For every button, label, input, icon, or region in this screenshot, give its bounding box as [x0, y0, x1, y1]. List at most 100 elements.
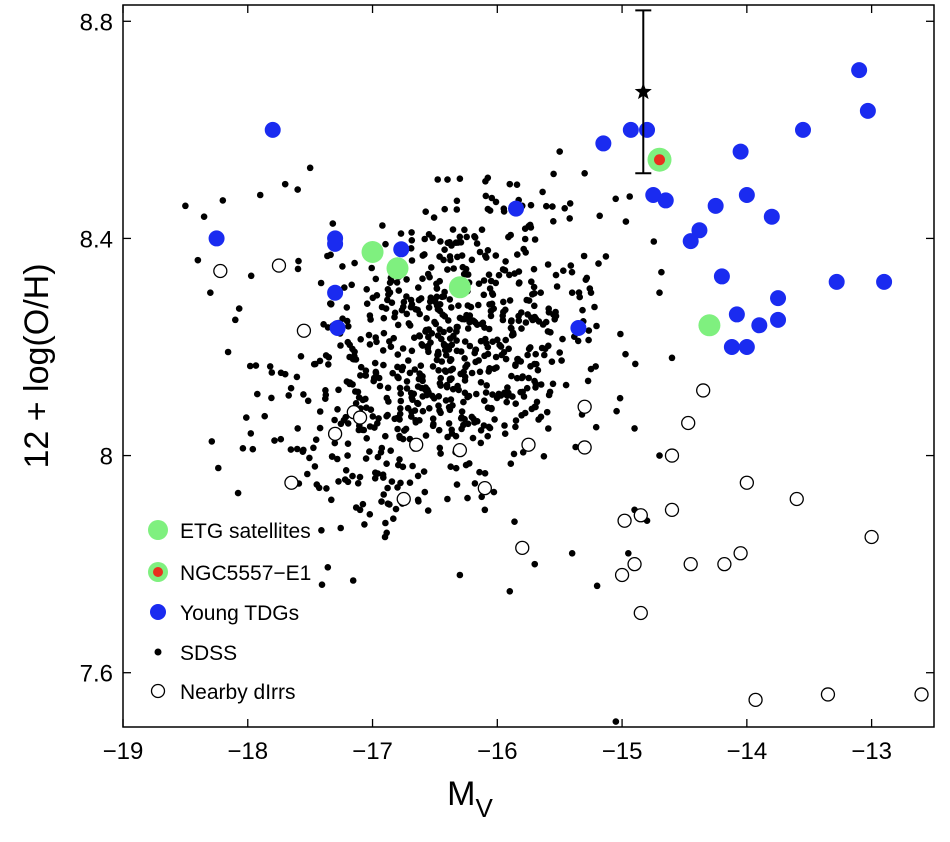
sdss-point — [384, 384, 392, 392]
sdss-point — [513, 374, 521, 382]
sdss-point — [327, 301, 335, 308]
dirr-point — [717, 556, 732, 572]
sdss-point — [552, 271, 560, 279]
sdss-point — [356, 506, 364, 514]
sdss-point — [423, 315, 430, 322]
sdss-point — [371, 475, 379, 482]
dirr-point — [617, 513, 632, 528]
sdss-point — [449, 365, 457, 373]
sdss-point — [318, 527, 325, 534]
sdss-point — [372, 275, 380, 283]
sdss-point — [424, 342, 432, 350]
dirr-point — [748, 692, 763, 708]
axis-ticks: −19 −18 −17 −16 −15 −14 −13 7.6 8 8.4 8.8 — [80, 5, 934, 765]
sdss-point — [475, 301, 482, 309]
sdss-point — [318, 581, 326, 588]
sdss-point — [383, 460, 390, 468]
legend-label-ngc5557: NGC5557−E1 — [180, 562, 311, 585]
sdss-point — [461, 338, 469, 345]
sdss-point — [367, 316, 374, 323]
sdss-point — [372, 368, 380, 376]
sdss-point — [261, 412, 269, 420]
sdss-point — [357, 372, 364, 379]
sdss-point — [455, 386, 463, 394]
sdss-point — [329, 220, 337, 227]
sdss-point — [388, 277, 395, 285]
sdss-point — [384, 484, 391, 492]
errorbar-star-icon — [634, 82, 652, 100]
sdss-point — [490, 488, 498, 496]
sdss-point — [532, 403, 539, 411]
sdss-point — [344, 452, 351, 459]
sdss-point — [560, 267, 567, 275]
sdss-point — [277, 435, 285, 443]
sdss-point — [481, 470, 489, 477]
sdss-point — [502, 306, 509, 314]
sdss-point — [447, 256, 454, 264]
sdss-point — [310, 444, 317, 452]
sdss-point — [562, 381, 570, 389]
sdss-point — [428, 330, 436, 337]
sdss-point — [478, 493, 486, 501]
young-tdg-point — [327, 284, 344, 301]
sdss-point — [449, 226, 457, 233]
young-tdg-point — [828, 273, 845, 290]
sdss-point — [458, 408, 466, 415]
sdss-point — [502, 355, 510, 363]
sdss-point — [239, 445, 247, 452]
sdss-point — [444, 495, 451, 503]
dirr-point — [296, 323, 312, 338]
young-tdg-point — [732, 143, 749, 160]
sdss-point — [656, 452, 663, 459]
sdss-point — [345, 323, 352, 330]
sdss-point — [429, 363, 437, 370]
sdss-point — [391, 313, 398, 321]
sdss-point — [382, 432, 389, 440]
dirr-point — [633, 508, 648, 523]
sdss-point — [531, 290, 538, 297]
sdss-point — [456, 175, 464, 183]
sdss-point — [437, 382, 445, 389]
sdss-point — [515, 268, 523, 275]
young-tdg-point — [770, 290, 787, 307]
sdss-point — [506, 297, 514, 304]
sdss-point — [492, 252, 500, 259]
sdss-point — [316, 408, 324, 415]
sdss-point — [543, 202, 550, 210]
sdss-point — [396, 410, 404, 418]
sdss-point — [632, 360, 639, 368]
sdss-point — [312, 436, 320, 444]
sdss-point — [231, 316, 239, 324]
sdss-point — [550, 311, 557, 318]
dirr-point — [789, 491, 804, 507]
young-tdg-point — [639, 121, 656, 138]
sdss-point — [415, 498, 422, 505]
sdss-point — [252, 362, 260, 369]
sdss-point — [579, 306, 586, 314]
sdss-point — [447, 356, 455, 363]
sdss-point — [453, 481, 461, 488]
sdss-point — [462, 461, 470, 469]
sdss-point — [542, 318, 550, 326]
sdss-point — [325, 354, 333, 361]
sdss-point — [509, 393, 516, 400]
sdss-point — [419, 407, 427, 415]
sdss-point — [475, 357, 483, 364]
sdss-point — [464, 271, 472, 278]
sdss-point — [396, 456, 403, 463]
sdss-point — [325, 361, 332, 368]
dirr-point — [271, 258, 287, 273]
sdss-point — [444, 176, 451, 183]
sdss-point — [553, 283, 561, 290]
sdss-point — [464, 420, 472, 428]
sdss-point — [306, 454, 313, 462]
sdss-point — [585, 336, 592, 344]
sdss-point — [495, 271, 503, 279]
young-tdg-point — [657, 192, 674, 209]
sdss-point — [580, 252, 588, 260]
sdss-point — [482, 252, 489, 260]
sdss-point — [335, 386, 342, 394]
sdss-point — [492, 279, 500, 287]
sdss-point — [602, 253, 610, 260]
